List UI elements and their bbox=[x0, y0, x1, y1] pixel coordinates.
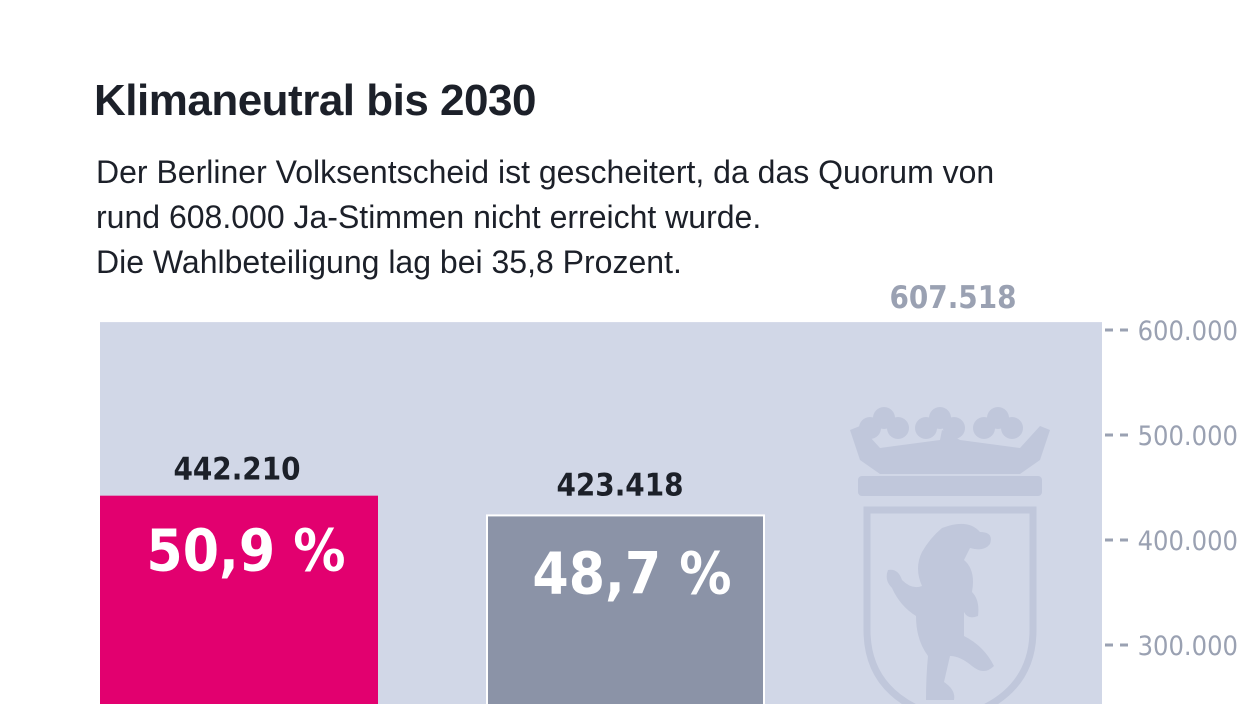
chart-title: Klimaneutral bis 2030 bbox=[94, 76, 536, 125]
subtitle-line-2: rund 608.000 Ja-Stimmen nicht erreicht w… bbox=[96, 199, 762, 235]
percent-label-no: 48,7 % bbox=[532, 539, 731, 607]
subtitle-line-3: Die Wahlbeteiligung lag bei 35,8 Prozent… bbox=[96, 244, 682, 280]
chart-subtitle: Der Berliner Volksentscheid ist gescheit… bbox=[96, 150, 1196, 285]
y-tick-label: 300.000 bbox=[1138, 631, 1238, 662]
y-tick-label: 500.000 bbox=[1138, 421, 1238, 452]
y-axis: 600.000 500.000 400.000 300.000 bbox=[1105, 316, 1238, 662]
berlin-coat-of-arms-icon bbox=[850, 407, 1050, 704]
value-label-yes: 442.210 bbox=[173, 452, 300, 488]
y-tick-label: 600.000 bbox=[1138, 316, 1238, 347]
bar-yes bbox=[100, 495, 378, 704]
value-label-no: 423.418 bbox=[556, 467, 683, 503]
subtitle-line-1: Der Berliner Volksentscheid ist gescheit… bbox=[96, 154, 995, 190]
bar-no bbox=[486, 514, 765, 704]
percent-label-yes: 50,9 % bbox=[146, 517, 345, 585]
value-label-quorum: 607.518 bbox=[889, 280, 1016, 316]
y-tick-label: 400.000 bbox=[1138, 526, 1238, 557]
